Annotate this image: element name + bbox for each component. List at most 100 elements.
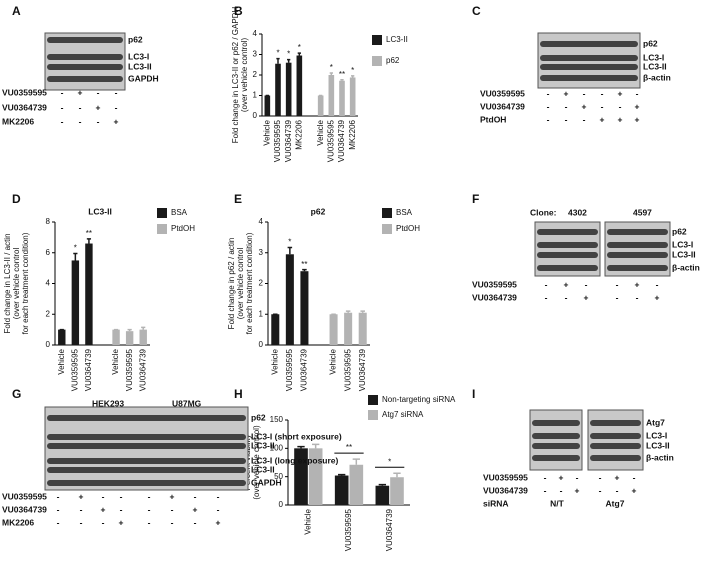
treatment-mark: +	[635, 279, 640, 289]
band-label: LC3-II	[251, 440, 275, 450]
error-bar	[141, 326, 146, 330]
significance: *	[298, 43, 301, 52]
treatment-mark: +	[193, 504, 198, 514]
bar	[285, 62, 292, 116]
bar	[139, 329, 147, 345]
significance: *	[276, 49, 279, 58]
treatment-mark: -	[120, 491, 123, 501]
treatment-label: VU0364739	[2, 504, 47, 514]
blot-band	[532, 433, 580, 439]
band-label: LC3-I (long exposure)	[251, 455, 339, 465]
treatment-mark: +	[96, 102, 101, 112]
treatment-mark: -	[171, 517, 174, 527]
x-tick-label: VU0364739	[300, 348, 309, 391]
error-bar	[127, 328, 132, 332]
x-tick-label: VU0359595	[70, 348, 79, 391]
error-bar	[276, 57, 280, 64]
bar	[329, 314, 338, 345]
treatment-mark: -	[57, 504, 60, 514]
y-tick-label: 1	[253, 91, 258, 100]
treatment-mark: -	[565, 292, 568, 302]
treatment-label: MK2206	[2, 116, 34, 126]
panel-letter: F	[472, 192, 479, 206]
treatment-mark: -	[148, 517, 151, 527]
error-bar	[73, 252, 78, 261]
legend-label: PtdOH	[171, 224, 195, 233]
legend-label: Non-targeting siRNA	[382, 395, 456, 404]
significance: *	[330, 63, 333, 72]
chart-title: LC3-II	[88, 206, 112, 216]
treatment-mark: -	[115, 87, 118, 97]
legend-swatch	[382, 224, 392, 234]
legend-label: LC3-II	[386, 35, 408, 44]
error-bar	[287, 58, 291, 63]
blot-band	[607, 252, 668, 258]
bar	[339, 80, 345, 116]
treatment-mark: -	[616, 485, 619, 495]
y-axis-label: (over vehicle control)	[240, 38, 249, 113]
bar	[285, 254, 294, 345]
treatment-mark: +	[114, 116, 119, 126]
significance: *	[74, 244, 77, 253]
band-label: GAPDH	[128, 73, 159, 83]
y-axis-label: Fold change in p62 / actin	[227, 238, 236, 330]
band-label: GAPDH	[251, 477, 282, 487]
blot-band	[47, 54, 123, 60]
band-label: LC3-II	[646, 440, 670, 450]
significance: **	[346, 443, 352, 452]
band-label: LC3-I (short exposure)	[251, 431, 342, 441]
treatment-label: VU0359595	[472, 279, 517, 289]
treatment-mark: +	[635, 101, 640, 111]
bar	[112, 329, 120, 345]
band-label: LC3-I	[643, 52, 664, 62]
treatment-mark: -	[565, 101, 568, 111]
bar	[294, 448, 308, 505]
bar	[264, 95, 271, 116]
bar	[275, 63, 281, 116]
blot-band	[607, 242, 668, 248]
significance: *	[388, 457, 391, 466]
treatment-mark: -	[601, 101, 604, 111]
treatment-mark: -	[115, 102, 118, 112]
error-bar	[338, 473, 346, 476]
treatment-label: VU0364739	[472, 292, 517, 302]
panel-letter: B	[234, 4, 243, 18]
blot-band	[47, 64, 123, 70]
treatment-mark: -	[545, 292, 548, 302]
error-bar	[329, 72, 333, 75]
treatment-mark: -	[61, 87, 64, 97]
treatment-mark: -	[171, 504, 174, 514]
y-tick-label: 1	[259, 309, 264, 318]
blot-band	[540, 75, 638, 81]
treatment-mark: -	[599, 472, 602, 482]
treatment-mark: +	[618, 114, 623, 124]
treatment-mark: -	[148, 504, 151, 514]
bar	[85, 243, 93, 345]
band-label: LC3-I	[128, 51, 149, 61]
treatment-mark: -	[547, 101, 550, 111]
y-tick-label: 4	[253, 29, 258, 38]
treatment-mark: -	[583, 88, 586, 98]
blot-band	[47, 443, 246, 449]
treatment-mark: -	[120, 504, 123, 514]
treatment-mark: -	[217, 504, 220, 514]
y-tick-label: 0	[46, 340, 51, 349]
legend-swatch	[372, 56, 382, 66]
treatment-label: VU0359595	[483, 472, 528, 482]
treatment-mark: -	[80, 517, 83, 527]
y-axis-label: Fold change in LC3-II / actin	[3, 233, 12, 333]
treatment-mark: -	[585, 279, 588, 289]
treatment-mark: -	[148, 491, 151, 501]
treatment-mark: +	[582, 101, 587, 111]
blot-band	[537, 229, 598, 235]
treatment-mark: -	[616, 292, 619, 302]
treatment-mark: +	[559, 472, 564, 482]
error-bar	[393, 472, 401, 478]
blot-band	[590, 455, 641, 461]
legend-swatch	[372, 35, 382, 45]
band-label: LC3-I	[672, 239, 693, 249]
error-bar	[340, 78, 344, 81]
treatment-mark: -	[599, 485, 602, 495]
blot-band	[590, 420, 641, 426]
